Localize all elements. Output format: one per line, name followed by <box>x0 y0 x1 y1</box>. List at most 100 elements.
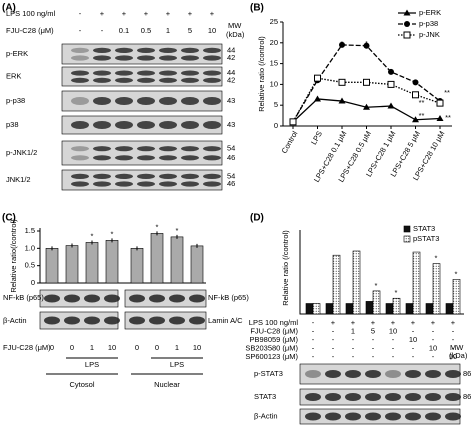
blot-band <box>181 173 199 179</box>
bar <box>150 233 164 284</box>
compartment-label: Nuclear <box>154 380 180 389</box>
bar <box>392 297 401 315</box>
group-label: LPS <box>85 360 99 369</box>
treatment-label: LPS 100 ng/ml <box>249 318 299 327</box>
treatment-value: - <box>412 326 415 335</box>
significance: * <box>156 222 159 231</box>
panel-label: (A) <box>2 3 16 14</box>
treatment-value: + <box>371 318 376 327</box>
mw-value: 44 <box>227 45 235 54</box>
treatment-value: + <box>210 9 215 18</box>
data-point <box>363 78 370 86</box>
blot-band <box>425 393 441 401</box>
blot-band <box>159 70 177 76</box>
treatment-value: 0.1 <box>119 26 129 35</box>
legend-label: p-p38 <box>419 19 438 28</box>
y-axis-label: Relative ratio (/control) <box>281 230 290 306</box>
legend-marker <box>403 9 411 16</box>
blot-band <box>181 97 199 105</box>
treatment-value: - <box>452 343 455 352</box>
blot-label: STAT3 <box>254 392 276 401</box>
blot-band <box>129 316 145 325</box>
data-point <box>338 78 346 86</box>
blot-label: β-Actin <box>254 411 278 420</box>
blot-band <box>93 173 111 179</box>
blot-band <box>365 370 381 378</box>
blot-band <box>203 97 221 105</box>
blot-band <box>203 70 221 76</box>
blot-band <box>137 181 155 187</box>
treatment-value: - <box>392 352 395 361</box>
x-tick-label: 1 <box>175 343 179 352</box>
blot <box>124 311 207 330</box>
data-point <box>388 68 394 75</box>
blot-band <box>325 412 341 421</box>
treatment-value: - <box>332 343 335 352</box>
mw-value: 43 <box>227 120 235 129</box>
y-axis-label: Relative ratio (/control) <box>257 36 266 112</box>
blot-band <box>405 370 421 378</box>
blot-band <box>115 77 133 83</box>
legend-marker <box>404 21 410 27</box>
blot-band <box>137 55 155 61</box>
y-tick-label: 0 <box>274 121 278 130</box>
x-tick-label: 0 <box>70 343 74 352</box>
blot-band <box>93 70 111 76</box>
data-point <box>338 97 346 104</box>
mw-unit: (kDa) <box>449 351 468 360</box>
blot-band <box>93 121 111 129</box>
panel-label: (D) <box>250 213 264 224</box>
bar <box>405 303 414 315</box>
blot-band <box>115 155 133 161</box>
blot <box>61 169 223 191</box>
bar <box>412 251 421 315</box>
y-tick-label: 5 <box>274 100 278 109</box>
blot-band <box>365 393 381 401</box>
blot-band <box>93 77 111 83</box>
significance: * <box>395 288 398 297</box>
treatment-value: - <box>352 352 355 361</box>
blot-band <box>181 77 199 83</box>
blot-band <box>203 77 221 83</box>
bar <box>385 303 394 315</box>
blot-band <box>44 294 60 303</box>
blot-band <box>115 121 133 129</box>
blot-band <box>71 70 89 76</box>
blot-band <box>345 370 361 378</box>
bar <box>425 303 434 315</box>
blot-band <box>181 155 199 161</box>
blot-band <box>425 412 441 421</box>
blot-band <box>137 77 155 83</box>
significance: ** <box>419 111 425 120</box>
bar <box>345 303 354 315</box>
treatment-value: - <box>372 343 375 352</box>
blot-band <box>137 155 155 161</box>
bar <box>105 240 119 284</box>
blot <box>124 289 207 308</box>
compartment-label: Cytosol <box>69 380 94 389</box>
significance: * <box>176 226 179 235</box>
blot-band <box>71 55 89 61</box>
blot-label: JNK1/2 <box>6 175 31 184</box>
treatment-value: - <box>432 335 435 344</box>
legend-swatch <box>403 235 411 243</box>
treatment-value: - <box>392 343 395 352</box>
treatment-value: 1 <box>351 326 355 335</box>
y-tick-label: 20 <box>270 38 278 47</box>
blot-band <box>159 55 177 61</box>
blot-band <box>181 55 199 61</box>
x-tick-label: 0 <box>135 343 139 352</box>
significance: * <box>435 254 438 263</box>
treatment-value: + <box>391 318 396 327</box>
treatment-value: - <box>432 352 435 361</box>
blot-band <box>71 181 89 187</box>
blot-band <box>149 294 165 303</box>
treatment-value: + <box>144 9 149 18</box>
treatment-label: SP600123 (μM) <box>245 352 298 361</box>
y-tick-label: 15 <box>270 59 278 68</box>
panel-label: (B) <box>250 3 264 14</box>
blot-band <box>203 121 221 129</box>
significance: * <box>91 231 94 240</box>
bar <box>305 303 314 315</box>
